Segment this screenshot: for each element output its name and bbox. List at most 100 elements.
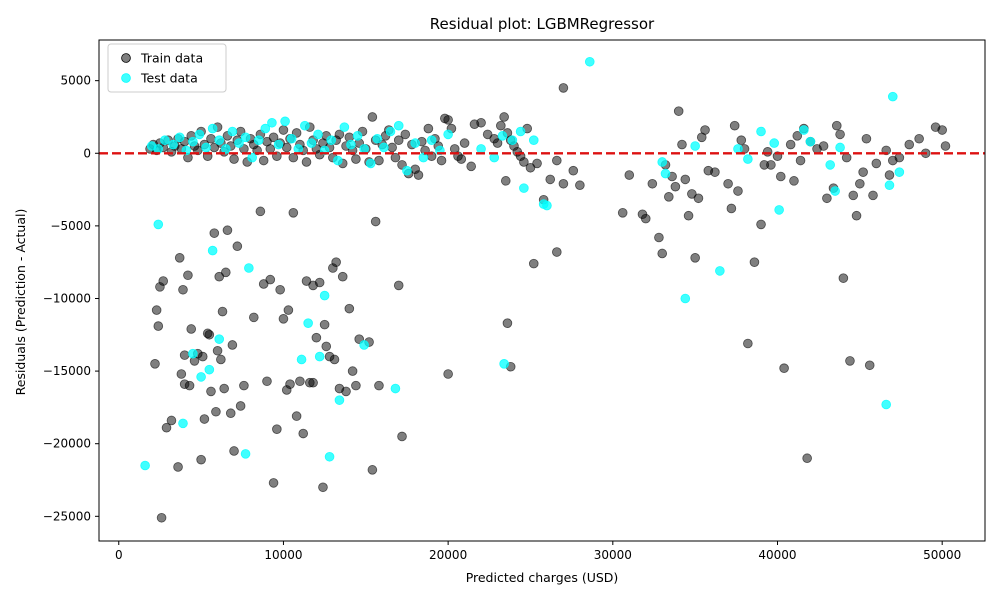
- test-point: [244, 263, 254, 273]
- test-point: [756, 126, 766, 137]
- train-point: [532, 158, 542, 169]
- test-point: [379, 142, 389, 153]
- train-point: [466, 161, 476, 172]
- series-train: [145, 83, 951, 523]
- train-point: [229, 446, 239, 456]
- train-point: [443, 369, 453, 379]
- train-point: [216, 354, 226, 365]
- train-point: [766, 160, 776, 170]
- train-point: [779, 363, 789, 373]
- test-point: [657, 157, 668, 167]
- test-point: [515, 126, 526, 137]
- train-point: [344, 303, 355, 314]
- axes: 0 10000 20000 30000 40000 5000050000−5000−100…: [43, 39, 986, 562]
- test-point: [476, 144, 486, 154]
- train-point: [640, 213, 651, 224]
- test-point: [390, 383, 401, 394]
- x-tick-label: 10000: [264, 548, 302, 562]
- x-tick-label: 40000: [758, 548, 796, 562]
- test-point: [207, 123, 218, 134]
- train-point: [150, 359, 160, 369]
- train-point: [710, 167, 720, 177]
- train-point: [288, 152, 299, 163]
- train-point: [841, 152, 852, 163]
- train-point: [940, 141, 951, 151]
- test-point: [296, 354, 307, 365]
- test-point: [300, 120, 310, 131]
- y-axis-label: Residuals (Prediction - Actual): [13, 209, 28, 396]
- train-point: [217, 306, 228, 317]
- test-point: [352, 131, 363, 141]
- test-point: [339, 122, 350, 132]
- train-point: [858, 167, 868, 177]
- x-tick-label: 50000: [923, 548, 961, 562]
- train-point: [624, 170, 635, 180]
- train-point: [818, 141, 829, 151]
- train-point: [258, 155, 269, 166]
- test-point: [293, 144, 304, 154]
- train-point: [235, 401, 246, 411]
- test-point: [835, 142, 845, 153]
- test-point: [314, 351, 325, 362]
- test-point: [188, 136, 198, 147]
- test-point: [267, 117, 277, 128]
- train-point: [268, 132, 279, 143]
- plot-area: [99, 56, 985, 523]
- train-point: [262, 376, 272, 387]
- test-point: [584, 56, 595, 67]
- train-point: [795, 155, 806, 166]
- train-point: [272, 424, 282, 434]
- test-point: [830, 186, 840, 196]
- test-point: [334, 395, 345, 405]
- train-point: [864, 360, 875, 371]
- train-point: [785, 139, 796, 150]
- train-point: [227, 340, 238, 350]
- test-point: [715, 266, 725, 276]
- train-point: [482, 129, 493, 140]
- train-point: [525, 162, 536, 173]
- test-point: [319, 290, 330, 301]
- train-point: [301, 276, 312, 286]
- x-tick-label: 20000: [429, 548, 467, 562]
- train-point: [161, 422, 172, 433]
- y-tick-label: −5000: [50, 219, 91, 233]
- train-point: [390, 152, 401, 163]
- test-point: [178, 418, 188, 429]
- y-tick-label: −10000: [43, 291, 91, 305]
- train-point: [183, 270, 193, 281]
- train-point: [436, 155, 447, 166]
- train-point: [499, 112, 509, 122]
- train-point: [178, 284, 188, 295]
- train-point: [492, 138, 503, 148]
- train-point: [914, 133, 924, 144]
- train-point: [443, 115, 453, 125]
- test-point: [153, 219, 164, 230]
- test-point: [273, 139, 284, 150]
- train-point: [519, 157, 529, 167]
- legend-marker: [121, 73, 131, 83]
- test-point: [774, 205, 784, 215]
- train-point: [851, 210, 862, 221]
- train-point: [756, 219, 766, 230]
- train-point: [204, 329, 215, 340]
- x-axis-label: Predicted charges (USD): [466, 570, 619, 585]
- train-point: [298, 428, 309, 439]
- test-point: [227, 126, 238, 137]
- y-tick-label: 5000: [60, 74, 91, 88]
- train-point: [673, 106, 684, 116]
- test-point: [346, 139, 356, 150]
- test-point: [221, 144, 231, 154]
- train-point: [762, 147, 773, 157]
- train-point: [726, 203, 737, 214]
- train-point: [647, 178, 658, 189]
- train-point: [670, 181, 681, 192]
- train-point: [367, 465, 378, 475]
- test-point: [196, 372, 206, 382]
- train-point: [736, 135, 747, 146]
- train-point: [186, 324, 197, 334]
- test-point: [234, 138, 244, 148]
- train-point: [792, 131, 803, 141]
- train-point: [176, 369, 187, 379]
- train-point: [232, 241, 243, 252]
- x-tick-label: 30000: [594, 548, 632, 562]
